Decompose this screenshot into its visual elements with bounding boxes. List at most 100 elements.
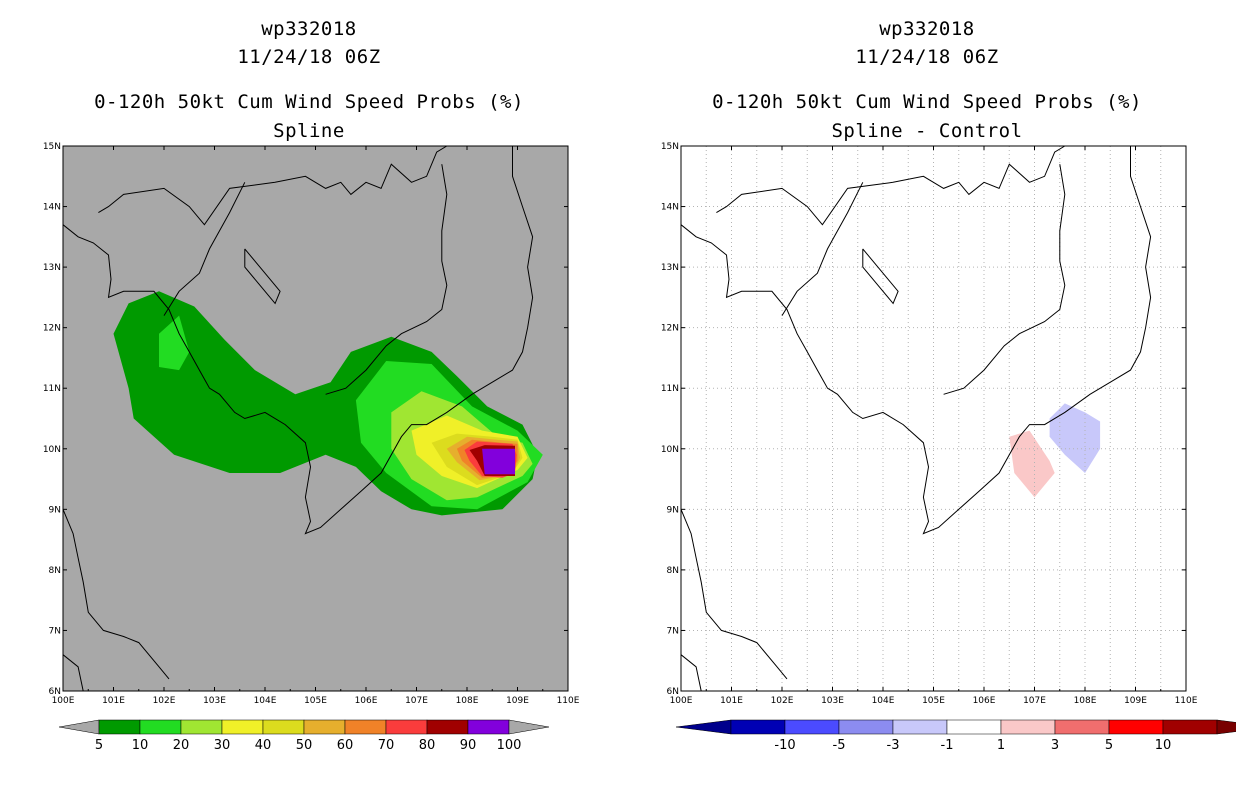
left-colorbar-swatch: [303, 719, 346, 735]
right-y-tick-label: 8N: [667, 566, 679, 576]
right-y-tick-label: 10N: [661, 445, 679, 455]
left-colorbar-label: 100: [497, 738, 522, 753]
right-x-tick-label: 110E: [1175, 696, 1198, 706]
right-coastline: [680, 146, 1152, 535]
left-colorbar-label: 30: [214, 738, 231, 753]
left-coastlines: [62, 145, 534, 692]
right-contour--1-1: [1049, 403, 1101, 473]
right-y-tick-label: 13N: [661, 263, 679, 273]
left-colorbar-label: 80: [419, 738, 436, 753]
right-title-method: Spline - Control: [831, 120, 1023, 142]
right-colorbar-right-arrow: [1216, 719, 1236, 735]
left-x-tick-label: 102E: [153, 696, 176, 706]
left-y-tick-label: 12N: [43, 324, 61, 334]
right-coastline: [862, 248, 899, 305]
left-colorbar-swatch: [262, 719, 305, 735]
left-coastline: [62, 509, 170, 680]
left-y-tick-label: 14N: [43, 203, 61, 213]
right-colorbar-swatch: [784, 719, 840, 735]
left-y-tick-label: 9N: [49, 505, 61, 515]
left-x-tick-label: 106E: [355, 696, 378, 706]
left-colorbar: 5 10 20 30 40 50 60 70 80 90 100: [58, 719, 550, 753]
left-coastline: [62, 146, 534, 535]
left-y-tick-label: 7N: [49, 626, 61, 636]
right-colorbar-label: 3: [1051, 738, 1059, 753]
left-colorbar-swatch: [344, 719, 387, 735]
right-coastline: [680, 509, 788, 680]
left-coastline: [325, 164, 448, 395]
left-probability-map: 100E 101E 102E 103E 104E 105E 106E 107E 108E 109E…: [43, 142, 580, 753]
right-colorbar-label: -10: [774, 738, 795, 753]
right-colorbar-label: -1: [941, 738, 954, 753]
right-difference-map: 100E 101E 102E 103E 104E 105E 106E 107E 108E 109E…: [661, 142, 1236, 753]
right-y-tick-label: 12N: [661, 324, 679, 334]
left-x-tick-label: 103E: [203, 696, 226, 706]
right-x-tick-label: 105E: [922, 696, 945, 706]
right-x-tick-label: 103E: [821, 696, 844, 706]
left-colorbar-label: 5: [95, 738, 103, 753]
right-x-tick-label: 101E: [720, 696, 743, 706]
right-x-tick-label: 106E: [973, 696, 996, 706]
right-colorbar-label: -5: [833, 738, 846, 753]
left-y-tick-label: 6N: [49, 687, 61, 697]
left-colorbar-right-arrow: [508, 719, 550, 735]
left-colorbar-swatch: [180, 719, 223, 735]
left-x-tick-label: 101E: [102, 696, 125, 706]
left-colorbar-label: 40: [255, 738, 272, 753]
left-colorbar-label: 60: [337, 738, 354, 753]
right-coastline: [680, 654, 702, 692]
left-x-tick-label: 110E: [557, 696, 580, 706]
left-coastline: [98, 145, 448, 226]
left-chart-panel: wp332018 11/24/18 06Z 0-120h 50kt Cum Wi…: [43, 18, 580, 753]
left-colorbar-left-arrow: [58, 719, 100, 735]
right-chart-panel: wp332018 11/24/18 06Z 0-120h 50kt Cum Wi…: [618, 0, 1236, 800]
left-title-storm-id: wp332018: [261, 18, 357, 40]
right-colorbar-swatch: [1162, 719, 1218, 735]
left-title-method: Spline: [273, 120, 345, 142]
right-colorbar-swatch: [1108, 719, 1164, 735]
left-colorbar-label: 20: [173, 738, 190, 753]
right-title-product: 0-120h 50kt Cum Wind Speed Probs (%): [712, 91, 1142, 113]
right-coastline: [716, 145, 1066, 226]
right-y-tick-label: 9N: [667, 505, 679, 515]
left-x-tick-label: 104E: [254, 696, 277, 706]
left-colorbar-label: 70: [378, 738, 395, 753]
right-colorbar-swatch: [838, 719, 894, 735]
left-y-tick-label: 15N: [43, 142, 61, 152]
left-x-tick-label: 100E: [52, 696, 75, 706]
left-contour-90-10: [482, 448, 515, 475]
left-colorbar-label: 90: [460, 738, 477, 753]
left-colorbar-swatch: [98, 719, 141, 735]
left-x-tick-label: 105E: [304, 696, 327, 706]
left-coastline: [244, 248, 281, 305]
right-y-tick-label: 15N: [661, 142, 679, 152]
right-y-tick-label: 11N: [661, 384, 679, 394]
left-colorbar-label: 10: [132, 738, 149, 753]
left-coastline: [62, 654, 84, 692]
right-colorbar-label: 1: [997, 738, 1005, 753]
left-y-tick-label: 13N: [43, 263, 61, 273]
left-colorbar-swatch: [139, 719, 182, 735]
right-x-tick-label: 100E: [670, 696, 693, 706]
right-y-tick-label: 14N: [661, 203, 679, 213]
left-y-tick-label: 11N: [43, 384, 61, 394]
left-contour-10-1: [159, 315, 190, 371]
right-colorbar-label: 5: [1105, 738, 1113, 753]
left-colorbar-swatch: [385, 719, 428, 735]
right-colorbar-label: 10: [1155, 738, 1172, 753]
left-y-tick-label: 10N: [43, 445, 61, 455]
right-x-tick-label: 108E: [1074, 696, 1097, 706]
right-x-tick-label: 107E: [1023, 696, 1046, 706]
right-title-datetime: 11/24/18 06Z: [855, 46, 999, 68]
left-x-tick-label: 108E: [456, 696, 479, 706]
left-title-datetime: 11/24/18 06Z: [237, 46, 381, 68]
left-colorbar-swatch: [467, 719, 510, 735]
right-y-tick-label: 6N: [667, 687, 679, 697]
right-colorbar-swatch: [1000, 719, 1056, 735]
left-colorbar-swatch: [426, 719, 469, 735]
right-x-tick-label: 109E: [1124, 696, 1147, 706]
left-coastline: [163, 182, 246, 316]
right-coastline: [943, 164, 1066, 395]
right-colorbar-swatch: [1054, 719, 1110, 735]
right-x-tick-label: 104E: [872, 696, 895, 706]
